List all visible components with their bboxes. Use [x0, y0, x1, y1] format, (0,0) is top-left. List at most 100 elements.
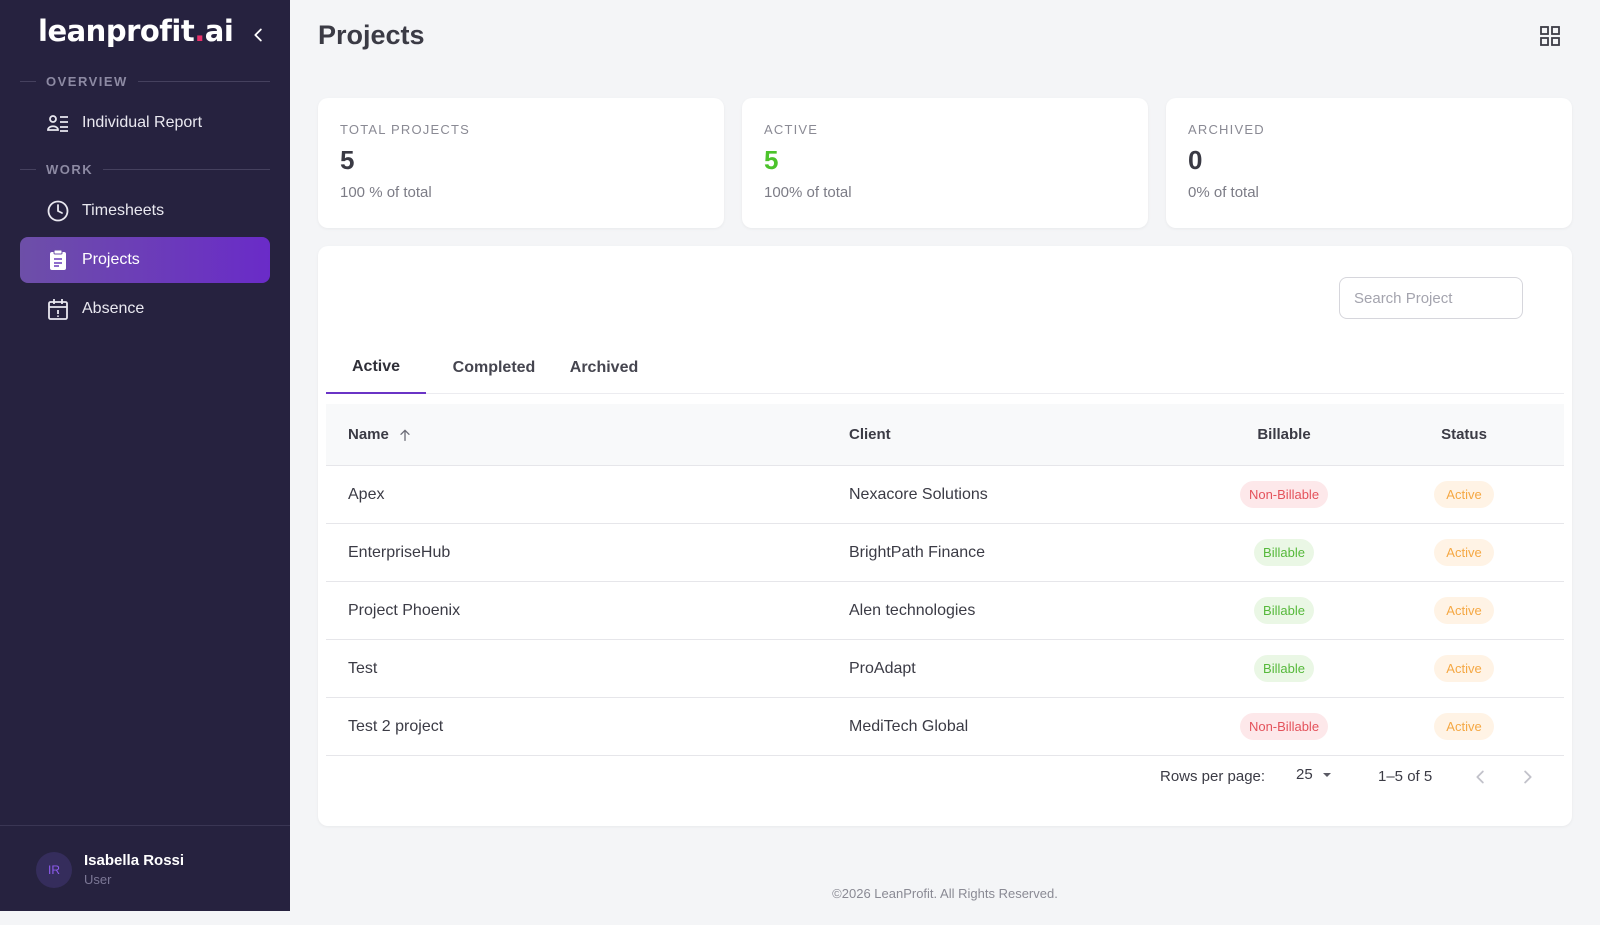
sidebar-item-projects[interactable]: Projects — [20, 237, 270, 283]
status-cell: Active — [1374, 481, 1554, 508]
user-name: Isabella Rossi — [84, 852, 185, 869]
tab-completed[interactable]: Completed — [452, 359, 536, 376]
billable-cell: Non-Billable — [1194, 713, 1374, 740]
search-project-input[interactable] — [1339, 277, 1523, 319]
billable-badge: Billable — [1254, 539, 1314, 566]
billable-cell: Non-Billable — [1194, 481, 1374, 508]
status-badge: Active — [1434, 481, 1494, 508]
section-work: WORK — [20, 162, 270, 177]
stat-label: ARCHIVED — [1188, 122, 1265, 137]
client-name: MediTech Global — [849, 717, 969, 735]
billable-badge: Non-Billable — [1239, 713, 1329, 740]
status-badge: Active — [1434, 655, 1494, 682]
sidebar-item-label: Projects — [82, 251, 140, 268]
table-row[interactable]: Project Phoenix Alen technologies Billab… — [326, 582, 1564, 640]
project-tabs: Active Completed Archived — [326, 342, 1564, 394]
status-cell: Active — [1374, 539, 1554, 566]
chevron-left-icon — [254, 28, 262, 42]
sidebar-item-absence[interactable]: Absence — [20, 286, 270, 332]
projects-table-card: Active Completed Archived Name Client Bi… — [318, 246, 1572, 826]
client-name: BrightPath Finance — [849, 543, 986, 561]
logo-tld: ai — [204, 14, 234, 48]
status-badge: Active — [1434, 713, 1494, 740]
billable-badge: Non-Billable — [1239, 481, 1329, 508]
stat-card-archived: ARCHIVED 0 0% of total — [1166, 98, 1572, 228]
bottom-strip — [0, 911, 1600, 925]
section-overview: OVERVIEW — [20, 74, 270, 89]
billable-badge: Billable — [1254, 655, 1314, 682]
column-header-status[interactable]: Status — [1441, 426, 1487, 443]
user-profile[interactable]: IR Isabella Rossi User — [0, 825, 290, 911]
tab-active[interactable]: Active — [326, 342, 426, 394]
footer-copyright: ©2026 LeanProfit. All Rights Reserved. — [832, 886, 1058, 901]
logo-text: leanprofit — [38, 14, 195, 48]
client-name: Alen technologies — [849, 601, 976, 619]
stat-label: TOTAL PROJECTS — [340, 122, 470, 137]
billable-cell: Billable — [1194, 655, 1374, 682]
rows-per-page-label: Rows per page: — [1160, 768, 1266, 785]
client-name: ProAdapt — [849, 659, 916, 677]
arrow-up-icon[interactable] — [397, 427, 413, 443]
stat-card-total-projects: TOTAL PROJECTS 5 100 % of total — [318, 98, 724, 228]
stat-card-active: ACTIVE 5 100% of total — [742, 98, 1148, 228]
sidebar-item-timesheets[interactable]: Timesheets — [20, 188, 270, 234]
billable-cell: Billable — [1194, 597, 1374, 624]
clipboard-icon — [50, 249, 66, 270]
sidebar-item-label: Absence — [82, 300, 145, 317]
billable-badge: Billable — [1254, 597, 1314, 624]
avatar: IR — [36, 852, 72, 888]
column-label: Name — [348, 426, 389, 443]
stat-subtext: 100% of total — [764, 184, 852, 201]
chevron-left-icon — [1476, 770, 1484, 784]
stat-label: ACTIVE — [764, 122, 819, 137]
table-row[interactable]: Apex Nexacore Solutions Non-Billable Act… — [326, 466, 1564, 524]
page-title: Projects — [318, 20, 425, 50]
user-role: User — [84, 872, 112, 887]
status-cell: Active — [1374, 597, 1554, 624]
next-page-button[interactable] — [1516, 766, 1538, 788]
tab-archived[interactable]: Archived — [569, 359, 639, 376]
brand-logo[interactable]: leanprofit.ai — [38, 14, 234, 48]
stat-subtext: 0% of total — [1188, 184, 1259, 201]
status-badge: Active — [1434, 597, 1494, 624]
previous-page-button[interactable] — [1470, 766, 1492, 788]
chevron-right-icon — [1524, 770, 1532, 784]
table-header: Name Client Billable Status — [326, 404, 1564, 466]
grid-view-button[interactable] — [1538, 24, 1562, 48]
collapse-sidebar-button[interactable] — [248, 24, 270, 46]
pagination-range: 1–5 of 5 — [1378, 768, 1433, 785]
project-name[interactable]: Apex — [348, 485, 385, 503]
column-header-client[interactable]: Client — [849, 426, 891, 443]
table-row[interactable]: Test 2 project MediTech Global Non-Billa… — [326, 698, 1564, 756]
status-cell: Active — [1374, 713, 1554, 740]
calendar-icon — [48, 299, 68, 320]
rows-per-page-select[interactable]: 25 — [1296, 766, 1335, 783]
rows-per-page-value: 25 — [1296, 766, 1313, 783]
billable-cell: Billable — [1194, 539, 1374, 566]
project-name[interactable]: Project Phoenix — [348, 601, 461, 619]
user-list-icon — [47, 115, 68, 132]
grid-icon — [1540, 26, 1560, 46]
sidebar-item-individual-report[interactable]: Individual Report — [20, 100, 270, 146]
section-title: OVERVIEW — [46, 74, 128, 89]
stat-value: 5 — [764, 145, 779, 175]
clock-icon — [47, 200, 69, 222]
status-cell: Active — [1374, 655, 1554, 682]
sidebar-item-label: Individual Report — [82, 114, 203, 131]
project-name[interactable]: Test 2 project — [348, 717, 444, 735]
projects-table: Name Client Billable Status Apex Nexacor… — [326, 404, 1564, 756]
stat-value: 5 — [340, 145, 355, 175]
pagination: Rows per page: 25 1–5 of 5 — [318, 756, 1572, 796]
status-badge: Active — [1434, 539, 1494, 566]
caret-down-icon — [1322, 772, 1331, 777]
table-row[interactable]: EnterpriseHub BrightPath Finance Billabl… — [326, 524, 1564, 582]
stat-subtext: 100 % of total — [340, 184, 432, 201]
stat-value: 0 — [1188, 145, 1203, 175]
sidebar: leanprofit.ai OVERVIEW Individual Report… — [0, 0, 290, 911]
column-header-name[interactable]: Name — [326, 426, 849, 443]
table-row[interactable]: Test ProAdapt Billable Active — [326, 640, 1564, 698]
project-name[interactable]: Test — [348, 659, 378, 677]
project-name[interactable]: EnterpriseHub — [348, 543, 451, 561]
section-title: WORK — [46, 162, 94, 177]
column-header-billable[interactable]: Billable — [1257, 426, 1311, 443]
